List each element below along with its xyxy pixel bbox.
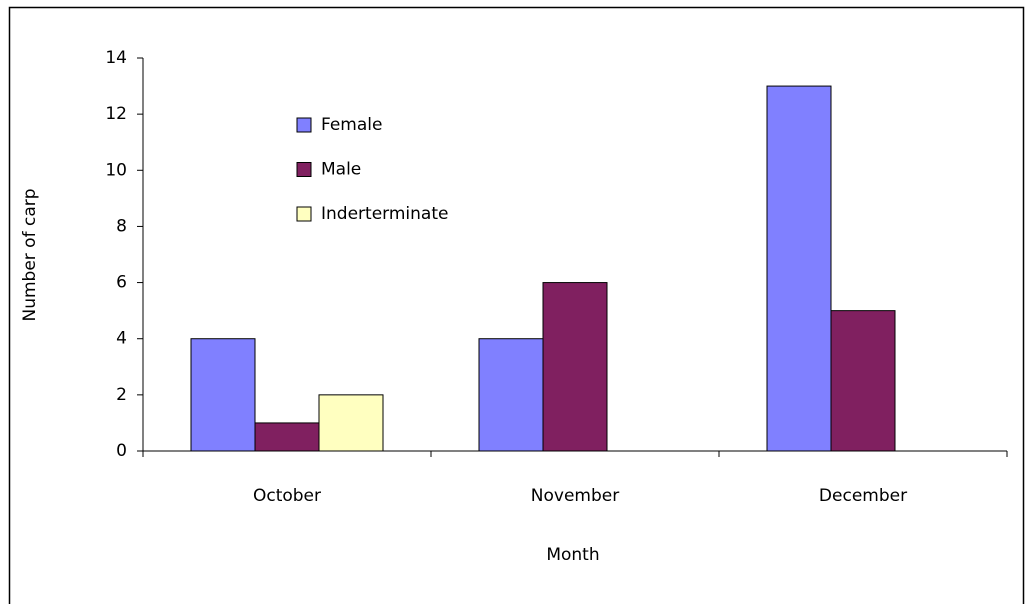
legend-label: Inderterminate bbox=[321, 204, 448, 224]
legend-swatch bbox=[296, 162, 312, 177]
y-tick-label: 10 bbox=[105, 160, 127, 180]
y-tick-label: 14 bbox=[105, 48, 127, 68]
legend-swatch bbox=[296, 206, 312, 222]
legend-swatch bbox=[296, 117, 312, 133]
bar bbox=[766, 85, 832, 452]
y-tick-label: 4 bbox=[116, 329, 127, 349]
y-axis-label: Number of carp bbox=[20, 188, 40, 321]
legend-label: Male bbox=[321, 160, 361, 180]
y-tick-label: 12 bbox=[105, 104, 127, 124]
bar bbox=[254, 422, 320, 452]
bar bbox=[478, 338, 544, 452]
bar bbox=[830, 310, 896, 452]
y-tick-label: 8 bbox=[116, 216, 127, 236]
y-tick-label: 0 bbox=[116, 441, 127, 461]
x-tick-label: December bbox=[819, 486, 907, 506]
x-tick-label: October bbox=[253, 486, 321, 506]
y-tick-label: 2 bbox=[116, 385, 127, 405]
x-axis-label: Month bbox=[546, 545, 599, 565]
legend-label: Female bbox=[321, 115, 382, 135]
x-tick-label: November bbox=[531, 486, 619, 506]
chart-border bbox=[8, 6, 1025, 604]
y-tick-label: 6 bbox=[116, 273, 127, 293]
bar bbox=[190, 338, 256, 452]
bar bbox=[318, 394, 384, 452]
bar bbox=[542, 282, 608, 452]
